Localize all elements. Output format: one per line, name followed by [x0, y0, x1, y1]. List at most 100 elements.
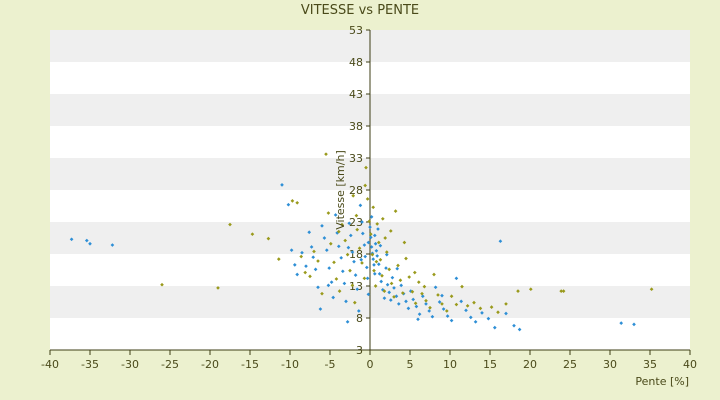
- data-point: [280, 183, 284, 187]
- data-point: [373, 284, 378, 288]
- data-point: [369, 215, 374, 219]
- x-tick-label: 35: [643, 358, 657, 371]
- data-point: [489, 305, 494, 309]
- data-point: [410, 289, 415, 294]
- x-tick-label: 10: [443, 358, 457, 371]
- data-point: [375, 254, 380, 258]
- data-point: [326, 283, 331, 288]
- data-point: [362, 243, 367, 247]
- x-tick-label: 40: [683, 358, 697, 371]
- x-tick-label: -25: [161, 358, 179, 371]
- data-point: [384, 250, 389, 254]
- data-point: [649, 287, 654, 292]
- data-point: [339, 256, 344, 260]
- data-point: [424, 298, 428, 303]
- data-point: [316, 285, 320, 290]
- data-point: [424, 302, 428, 306]
- data-point: [449, 294, 454, 299]
- data-point: [420, 291, 424, 296]
- data-point: [295, 272, 300, 277]
- data-point: [480, 311, 484, 315]
- data-point: [336, 229, 341, 234]
- data-point: [468, 315, 473, 320]
- data-point: [327, 266, 332, 270]
- data-point: [369, 245, 374, 249]
- data-point: [348, 268, 352, 273]
- data-point: [473, 320, 478, 324]
- data-point: [440, 293, 444, 298]
- data-point: [390, 275, 395, 280]
- data-point: [407, 275, 412, 279]
- data-point: [322, 236, 327, 240]
- y-tick-label: 8: [356, 312, 363, 325]
- data-point: [333, 213, 338, 217]
- data-point: [336, 244, 341, 249]
- data-point: [559, 289, 564, 293]
- data-point: [343, 238, 348, 243]
- data-point: [365, 197, 370, 201]
- data-point: [250, 232, 255, 236]
- y-tick-label: 13: [349, 280, 363, 293]
- data-point: [365, 276, 370, 281]
- data-point: [382, 289, 387, 293]
- data-point: [289, 248, 294, 252]
- data-point: [414, 304, 419, 309]
- data-point: [416, 280, 421, 284]
- y-tick-label: 23: [349, 216, 363, 229]
- y-tick-label: 28: [349, 184, 363, 197]
- data-points: [69, 152, 654, 332]
- data-point: [445, 314, 450, 318]
- data-point: [351, 193, 356, 198]
- data-point: [334, 277, 339, 281]
- data-point: [396, 302, 401, 306]
- data-point: [402, 240, 407, 245]
- x-tick-label: -15: [241, 358, 259, 371]
- data-point: [430, 314, 435, 319]
- data-point: [387, 267, 392, 272]
- data-point: [313, 267, 318, 272]
- data-point: [357, 246, 362, 251]
- data-point: [228, 222, 232, 227]
- data-point: [356, 309, 361, 313]
- y-tick-label: 53: [349, 24, 363, 37]
- x-axis: -40 -35 -30 -25 -20 -15 -10 -5 0 5 10 15 20 25 30 35 40: [41, 349, 697, 371]
- data-point: [492, 325, 497, 330]
- data-point: [363, 183, 368, 188]
- data-point: [348, 233, 353, 238]
- x-tick-label: -20: [201, 358, 219, 371]
- data-point: [360, 231, 365, 236]
- data-point: [344, 299, 348, 304]
- data-point: [308, 274, 312, 279]
- data-point: [303, 270, 308, 275]
- data-point: [300, 250, 304, 255]
- data-point: [398, 278, 403, 283]
- data-point: [399, 283, 404, 288]
- data-point: [378, 257, 383, 262]
- data-point: [370, 252, 375, 257]
- data-point: [350, 250, 355, 254]
- data-point: [295, 200, 300, 205]
- data-point: [376, 240, 381, 245]
- data-point: [388, 229, 393, 233]
- data-point: [364, 165, 368, 170]
- data-point: [436, 293, 440, 297]
- data-point: [437, 300, 442, 304]
- x-tick-label: -35: [81, 358, 99, 371]
- data-point: [347, 221, 352, 226]
- data-point: [329, 280, 334, 284]
- data-point: [444, 309, 449, 313]
- data-point: [374, 248, 379, 253]
- data-point: [320, 224, 324, 228]
- data-point: [433, 285, 438, 290]
- data-point: [417, 312, 422, 316]
- data-point: [382, 296, 387, 300]
- x-tick-label: 5: [407, 358, 414, 371]
- data-point: [307, 230, 312, 235]
- data-point: [326, 211, 331, 215]
- x-tick-label: -10: [281, 358, 299, 371]
- x-axis-label: Pente [%]: [635, 375, 689, 388]
- data-point: [355, 227, 360, 232]
- data-point: [372, 268, 376, 273]
- data-point: [464, 308, 468, 313]
- data-point: [354, 213, 359, 218]
